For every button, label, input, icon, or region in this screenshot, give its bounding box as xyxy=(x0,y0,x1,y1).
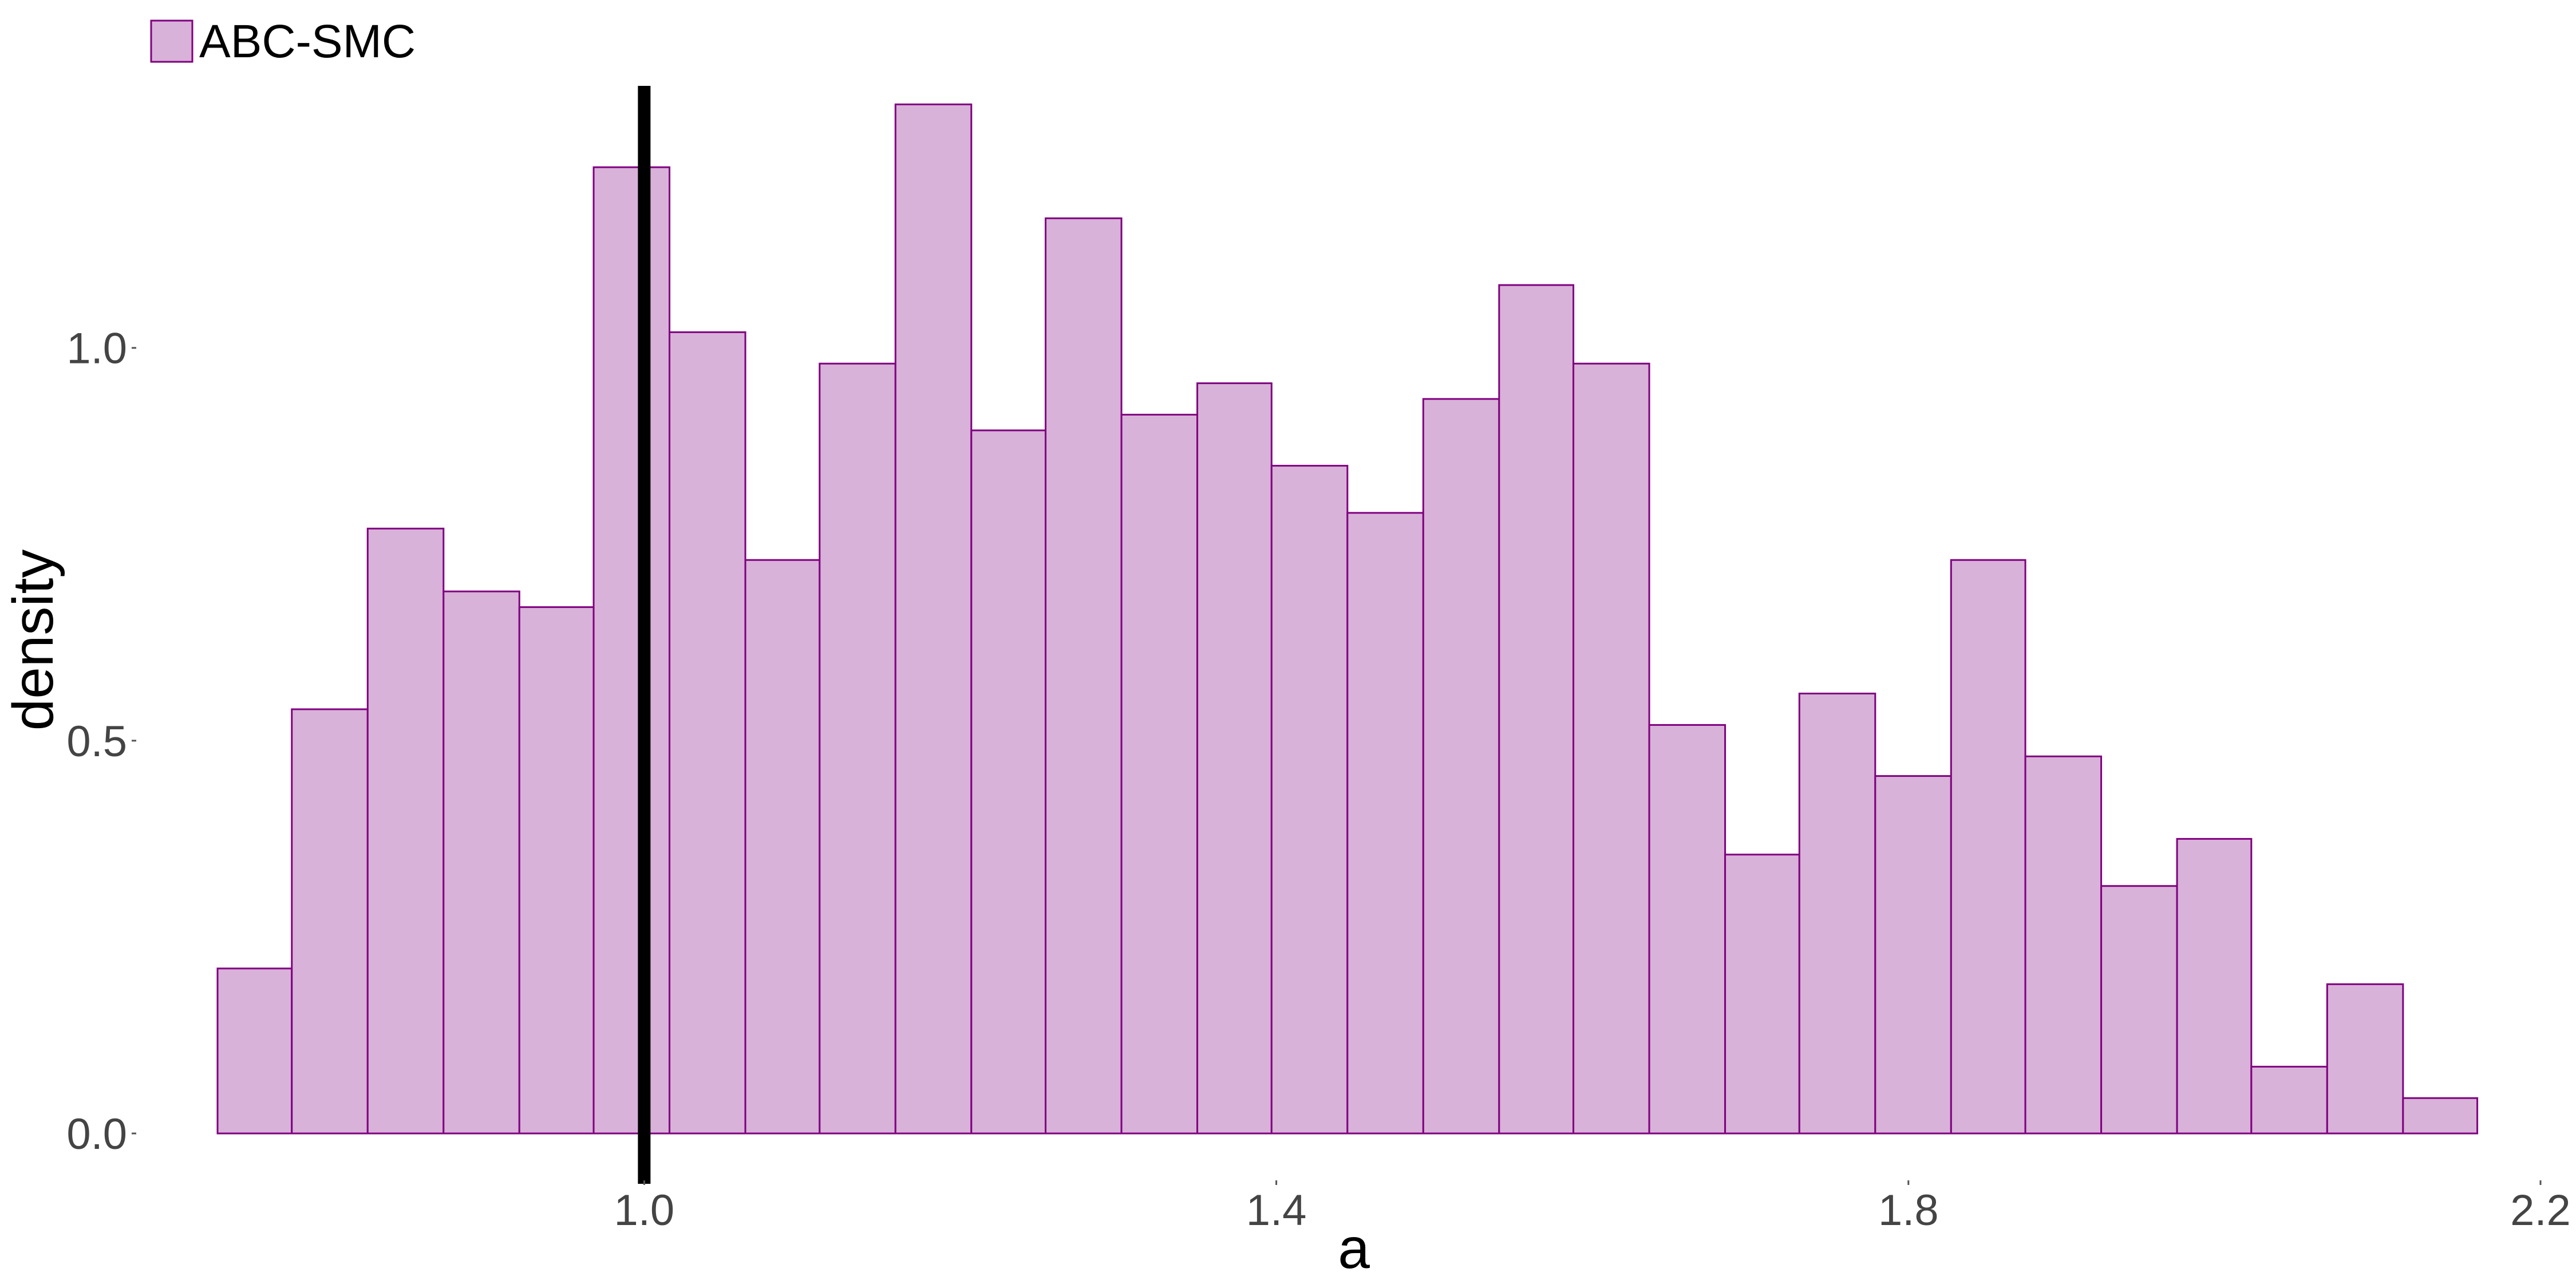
legend-label-abc-smc: ABC-SMC xyxy=(199,15,416,68)
histogram-bar-15 xyxy=(1346,512,1424,1135)
histogram-bar-3 xyxy=(442,590,520,1135)
y-tick-label: 1.0 xyxy=(66,325,127,373)
legend-swatch-abc-smc xyxy=(150,19,193,63)
y-tick-label: 0.0 xyxy=(66,1110,127,1159)
histogram-bar-13 xyxy=(1196,382,1273,1135)
histogram-bar-19 xyxy=(1648,724,1726,1135)
histogram-bar-21 xyxy=(1798,693,1876,1135)
x-axis-title: a xyxy=(1338,1216,1370,1281)
histogram-bar-1 xyxy=(291,708,369,1135)
histogram-bar-4 xyxy=(518,606,595,1135)
histogram-bar-10 xyxy=(970,429,1047,1135)
x-tick-label: 1.4 xyxy=(1246,1186,1307,1235)
legend: ABC-SMC xyxy=(150,15,416,68)
x-axis: 1.0 1.4 1.8 2.2 xyxy=(614,1180,2571,1235)
histogram-bars xyxy=(216,103,2479,1135)
histogram-bar-20 xyxy=(1724,854,1800,1135)
x-tick-label: 1.8 xyxy=(1878,1186,1939,1235)
histogram-bar-6 xyxy=(669,331,746,1135)
histogram-bar-7 xyxy=(744,559,821,1135)
histogram-bar-0 xyxy=(216,967,293,1135)
y-axis: 0.0 0.5 1.0 xyxy=(66,325,136,1159)
histogram-bar-5 xyxy=(592,166,671,1135)
histogram-bar-26 xyxy=(2176,837,2253,1135)
y-axis-title: density xyxy=(1,550,65,731)
histogram-bar-28 xyxy=(2326,983,2404,1135)
histogram-bar-16 xyxy=(1422,398,1500,1135)
histogram-bar-25 xyxy=(2100,885,2178,1135)
histogram-bar-9 xyxy=(894,103,973,1135)
histogram-bar-17 xyxy=(1498,284,1575,1135)
histogram-bar-24 xyxy=(2024,755,2103,1135)
histogram-bar-12 xyxy=(1120,413,1199,1135)
histogram-bar-23 xyxy=(1950,559,2026,1135)
histogram-bar-11 xyxy=(1045,217,1123,1135)
histogram-bar-27 xyxy=(2250,1065,2328,1135)
histogram-bar-8 xyxy=(819,362,896,1135)
x-tick-label: 2.2 xyxy=(2510,1186,2571,1235)
histogram-bar-22 xyxy=(1874,775,1952,1135)
x-tick-label: 1.0 xyxy=(614,1186,675,1235)
histogram-bar-29 xyxy=(2402,1097,2479,1135)
histogram-bar-18 xyxy=(1573,362,1650,1135)
histogram-bar-2 xyxy=(366,527,445,1135)
histogram-bar-14 xyxy=(1270,465,1349,1135)
y-tick-label: 0.5 xyxy=(66,717,127,766)
